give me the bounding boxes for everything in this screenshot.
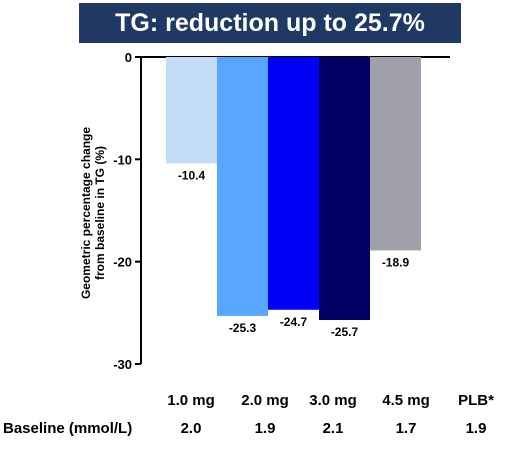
y-axis-label-line2: from baseline in TG (%) [93, 146, 107, 280]
baseline-row-label: Baseline (mmol/L) [3, 420, 133, 437]
bar [319, 57, 370, 320]
y-tick-label: -10 [113, 152, 132, 167]
bars [166, 57, 421, 320]
bar [268, 57, 319, 310]
chart-title: TG: reduction up to 25.7% [79, 3, 461, 43]
x-category-label: 4.5 mg [382, 392, 430, 409]
y-axis-label: Geometric percentage change from baselin… [79, 127, 107, 299]
baseline-value: 1.9 [465, 420, 487, 437]
value-labels: -10.4 -25.3 -24.7 -25.7 -18.9 [178, 168, 410, 339]
baseline-value: 2.0 [180, 420, 202, 437]
bar-value-label: -18.9 [382, 255, 410, 269]
x-category-label: 2.0 mg [241, 392, 289, 409]
bar [370, 57, 421, 251]
bar-value-label: -10.4 [178, 168, 206, 182]
baseline-value: 1.9 [254, 420, 276, 437]
bar-value-label: -25.3 [229, 321, 257, 335]
bar [166, 57, 217, 164]
bar [217, 57, 268, 316]
y-tick-label: 0 [125, 50, 132, 65]
y-axis-label-line1: Geometric percentage change [79, 127, 93, 299]
baseline-value: 2.1 [322, 420, 344, 437]
bar-value-label: -24.7 [280, 315, 308, 329]
x-category-label: 3.0 mg [309, 392, 357, 409]
baseline-value: 1.7 [395, 420, 417, 437]
y-tick-label: -20 [113, 255, 132, 270]
y-tick-label: -30 [113, 357, 132, 372]
x-category-label: PLB* [458, 392, 494, 409]
bar-value-label: -25.7 [331, 325, 359, 339]
x-category-label: 1.0 mg [167, 392, 215, 409]
